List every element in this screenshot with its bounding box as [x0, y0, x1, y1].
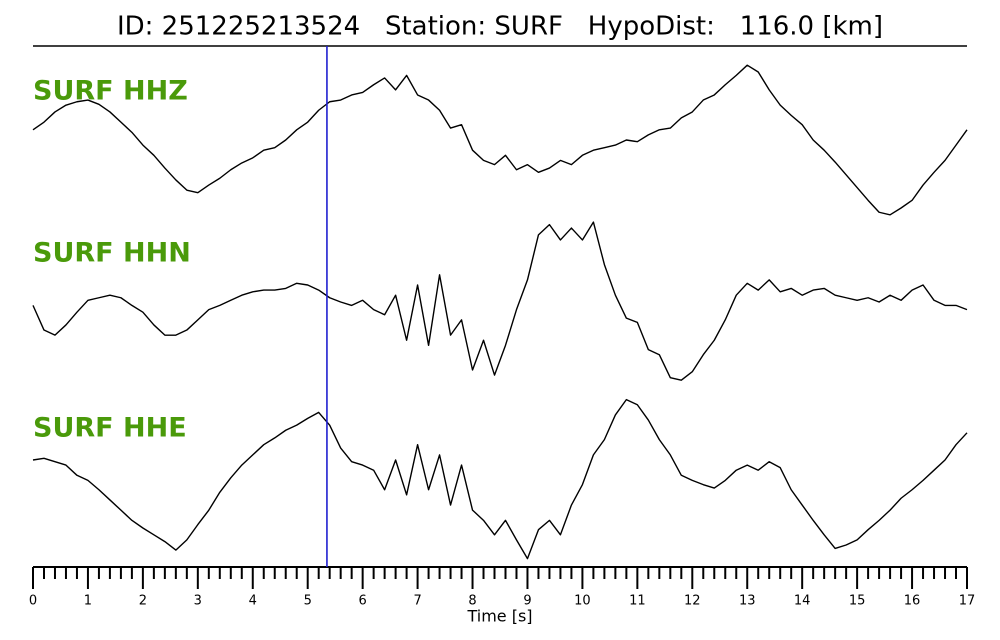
trace: [32, 398, 968, 560]
x-tick-label: 9: [523, 594, 531, 609]
x-tick-label: 10: [574, 594, 591, 609]
x-tick-label: 1: [84, 594, 92, 609]
x-tick-label: 17: [959, 594, 976, 609]
x-tick-label: 3: [194, 594, 202, 609]
trace: [32, 64, 968, 216]
x-tick-label: 4: [249, 594, 257, 609]
x-tick-label: 13: [739, 594, 756, 609]
x-tick-label: 16: [904, 594, 921, 609]
x-tick-label: 2: [139, 594, 147, 609]
chart-title: ID: 251225213524 Station: SURF HypoDist:…: [117, 12, 883, 42]
x-tick-label: 0: [29, 594, 37, 609]
x-tick-label: 7: [413, 594, 421, 609]
trace-label: SURF HHE: [33, 413, 187, 444]
x-tick-label: 5: [304, 594, 312, 609]
trace-label: SURF HHN: [33, 238, 191, 269]
x-tick-label: 6: [359, 594, 367, 609]
trace: [32, 221, 968, 381]
x-tick-label: 14: [794, 594, 811, 609]
x-tick-label: 11: [629, 594, 646, 609]
x-axis-label: Time [s]: [466, 607, 532, 626]
trace-label: SURF HHZ: [33, 76, 188, 107]
x-tick-label: 12: [684, 594, 701, 609]
x-tick-label: 15: [849, 594, 866, 609]
x-tick-label: 8: [468, 594, 476, 609]
